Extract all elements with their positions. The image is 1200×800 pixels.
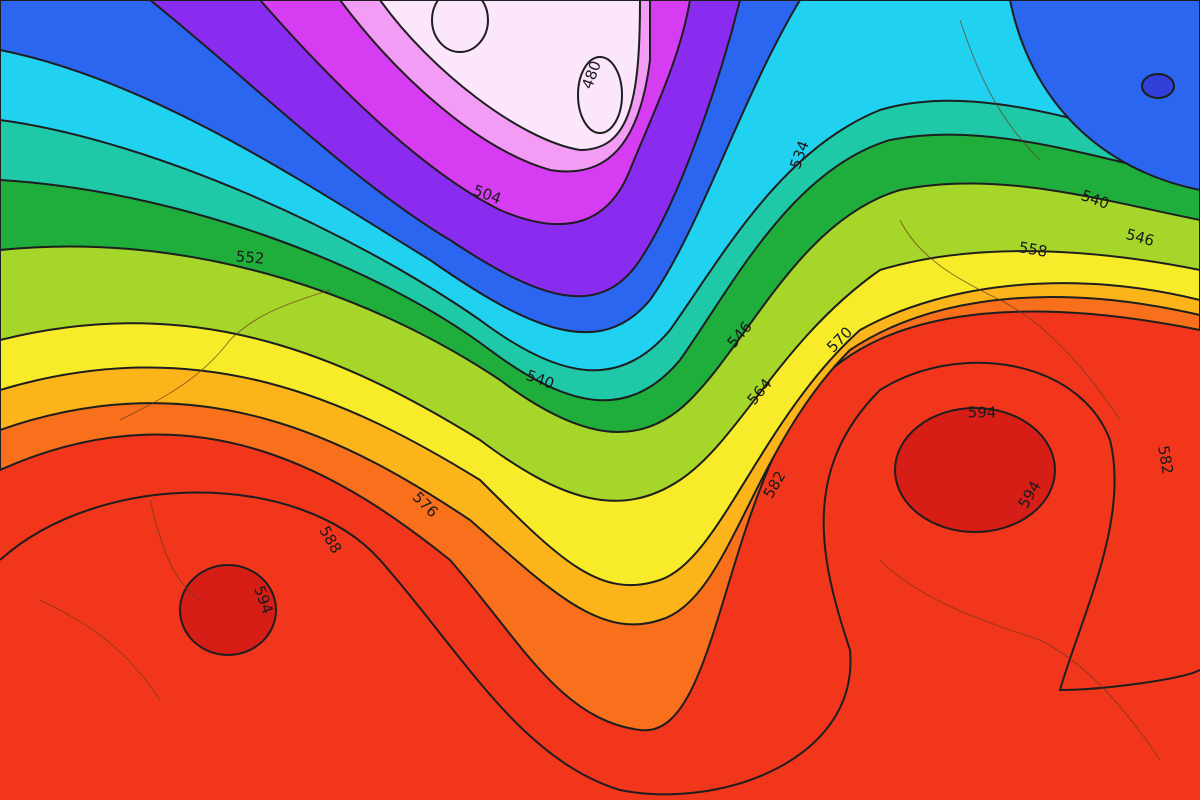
high-east — [894, 407, 1056, 533]
band-blue-east — [1008, 0, 1200, 192]
high-west — [179, 564, 277, 656]
contour-label: 594 — [968, 404, 997, 422]
contour-label: 558 — [1017, 238, 1048, 261]
low-center — [577, 56, 623, 134]
coastline — [39, 19, 1161, 761]
band-white — [378, 0, 642, 152]
contour-label: 552 — [235, 247, 265, 267]
low-north — [431, 0, 489, 53]
low-east — [1141, 73, 1175, 99]
contour-label: 582 — [1154, 444, 1177, 475]
contour-588 — [0, 361, 1200, 796]
